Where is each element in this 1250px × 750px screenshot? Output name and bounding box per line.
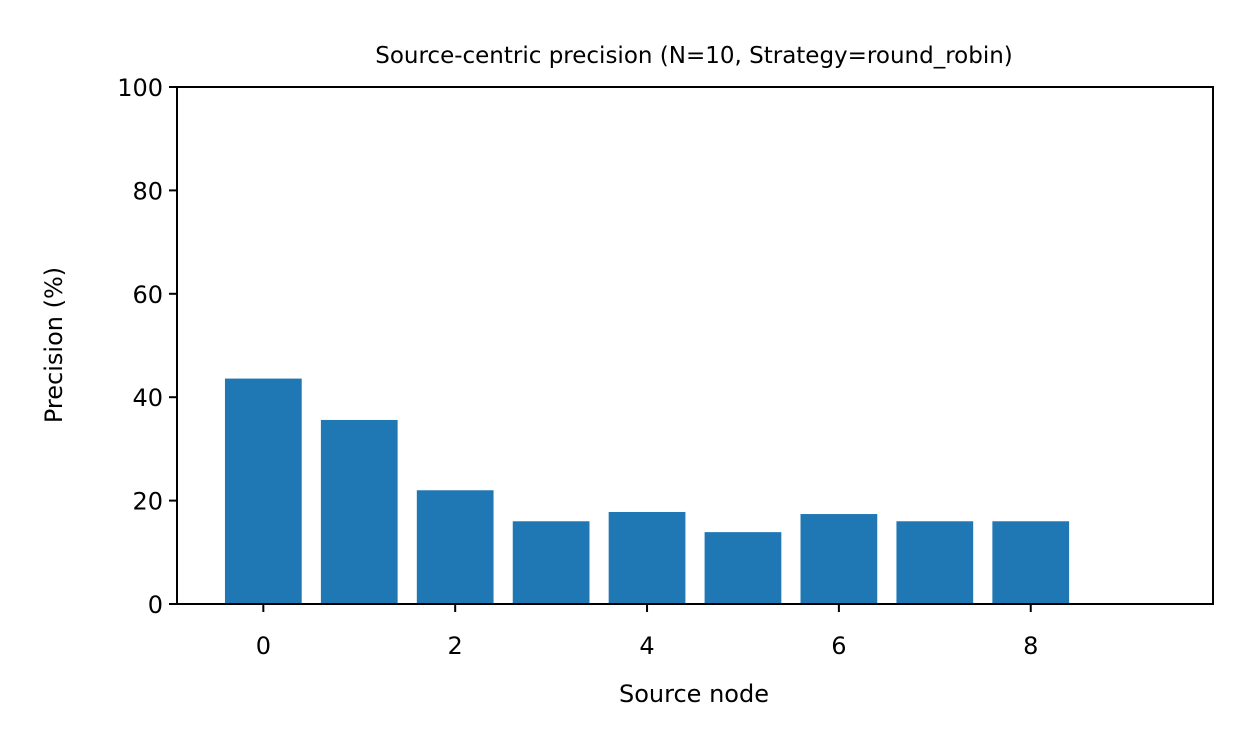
bar-node-1 bbox=[320, 419, 398, 604]
x-tick-label: 0 bbox=[256, 632, 271, 660]
y-axis: 0 20 40 60 80 100 bbox=[117, 74, 177, 619]
bar-node-3 bbox=[512, 521, 590, 604]
bar-node-2 bbox=[416, 490, 494, 604]
x-axis-label: Source node bbox=[619, 680, 769, 708]
y-tick-label: 0 bbox=[148, 591, 163, 619]
bar-node-0 bbox=[224, 378, 302, 604]
x-tick-label: 6 bbox=[831, 632, 846, 660]
y-tick-label: 80 bbox=[132, 177, 163, 205]
y-tick-label: 60 bbox=[132, 281, 163, 309]
bar-node-4 bbox=[608, 511, 686, 604]
y-tick-label: 20 bbox=[132, 488, 163, 516]
plot-frame bbox=[176, 86, 1214, 605]
chart-title: Source-centric precision (N=10, Strategy… bbox=[375, 43, 1013, 69]
x-tick-label: 2 bbox=[448, 632, 463, 660]
x-axis: 0 2 4 6 8 bbox=[256, 604, 1038, 660]
bar-node-6 bbox=[800, 514, 878, 604]
y-tick-label: 40 bbox=[132, 384, 163, 412]
bar-node-7 bbox=[896, 521, 974, 604]
x-tick-label: 8 bbox=[1023, 632, 1038, 660]
y-tick-label: 100 bbox=[117, 74, 163, 102]
y-axis-label: Precision (%) bbox=[40, 267, 68, 423]
bar-node-8 bbox=[992, 521, 1070, 604]
bar-node-5 bbox=[704, 532, 782, 604]
bars-group bbox=[224, 378, 1070, 604]
x-tick-label: 4 bbox=[639, 632, 654, 660]
